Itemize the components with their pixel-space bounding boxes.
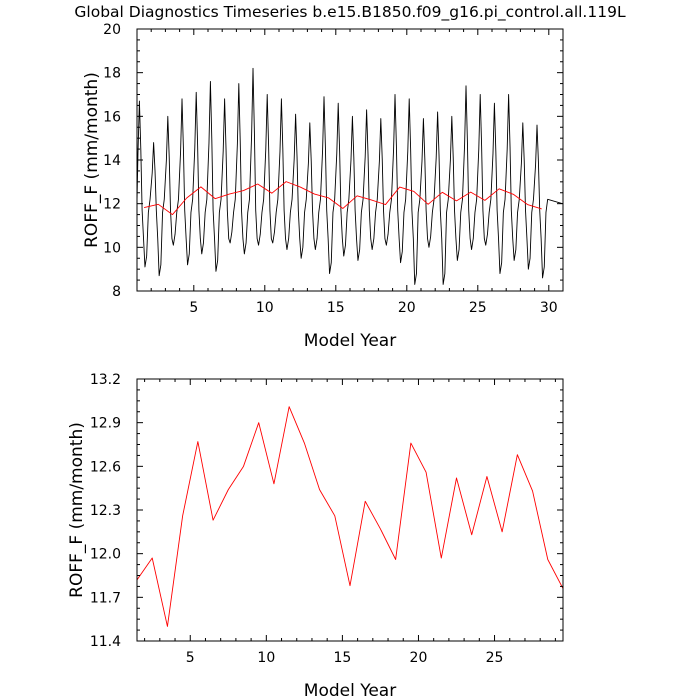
y-tick-label: 13.2 bbox=[90, 372, 121, 388]
monthly-series-line bbox=[136, 67, 563, 285]
x-tick-label: 5 bbox=[186, 650, 195, 666]
x-tick-label: 25 bbox=[486, 650, 504, 666]
x-tick-label: 15 bbox=[333, 650, 351, 666]
y-tick-label: 18 bbox=[103, 66, 121, 82]
y-tick-label: 20 bbox=[103, 22, 121, 38]
y-tick-label: 8 bbox=[112, 284, 121, 300]
x-tick-label: 20 bbox=[398, 300, 416, 316]
y-axis-title: ROFF_F (mm/month) bbox=[67, 422, 87, 598]
y-tick-label: 12.9 bbox=[90, 416, 121, 432]
x-axis-title: Model Year bbox=[304, 681, 396, 700]
y-axis-title: ROFF_F (mm/month) bbox=[82, 72, 102, 248]
y-tick-label: 14 bbox=[103, 153, 121, 169]
plot-frame bbox=[136, 378, 564, 642]
annual-mean-series-line bbox=[143, 181, 542, 216]
x-axis-title: Model Year bbox=[304, 331, 396, 351]
y-tick-label: 12.0 bbox=[90, 547, 121, 563]
x-tick-label: 10 bbox=[257, 650, 275, 666]
y-tick-label: 16 bbox=[103, 109, 121, 125]
x-tick-label: 25 bbox=[469, 300, 487, 316]
x-tick-label: 5 bbox=[189, 300, 198, 316]
x-tick-label: 20 bbox=[410, 650, 428, 666]
y-tick-label: 12.6 bbox=[90, 459, 121, 475]
x-tick-label: 15 bbox=[327, 300, 345, 316]
y-tick-label: 12 bbox=[103, 197, 121, 213]
annual-mean-series-line bbox=[136, 406, 564, 627]
y-tick-label: 11.7 bbox=[90, 590, 121, 606]
chart-panel-2: 5 10 15 20 25 11.4 11.7 12.0 12.3 12.6 12.9 13.2 Mod… bbox=[67, 372, 564, 700]
figure-title: Global Diagnostics Timeseries b.e15.B185… bbox=[74, 3, 626, 22]
x-tick-label: 30 bbox=[540, 300, 558, 316]
y-tick-label: 12.3 bbox=[90, 503, 121, 519]
y-tick-label: 10 bbox=[103, 240, 121, 256]
x-tick-label: 10 bbox=[256, 300, 274, 316]
y-tick-label: 11.4 bbox=[90, 634, 121, 650]
